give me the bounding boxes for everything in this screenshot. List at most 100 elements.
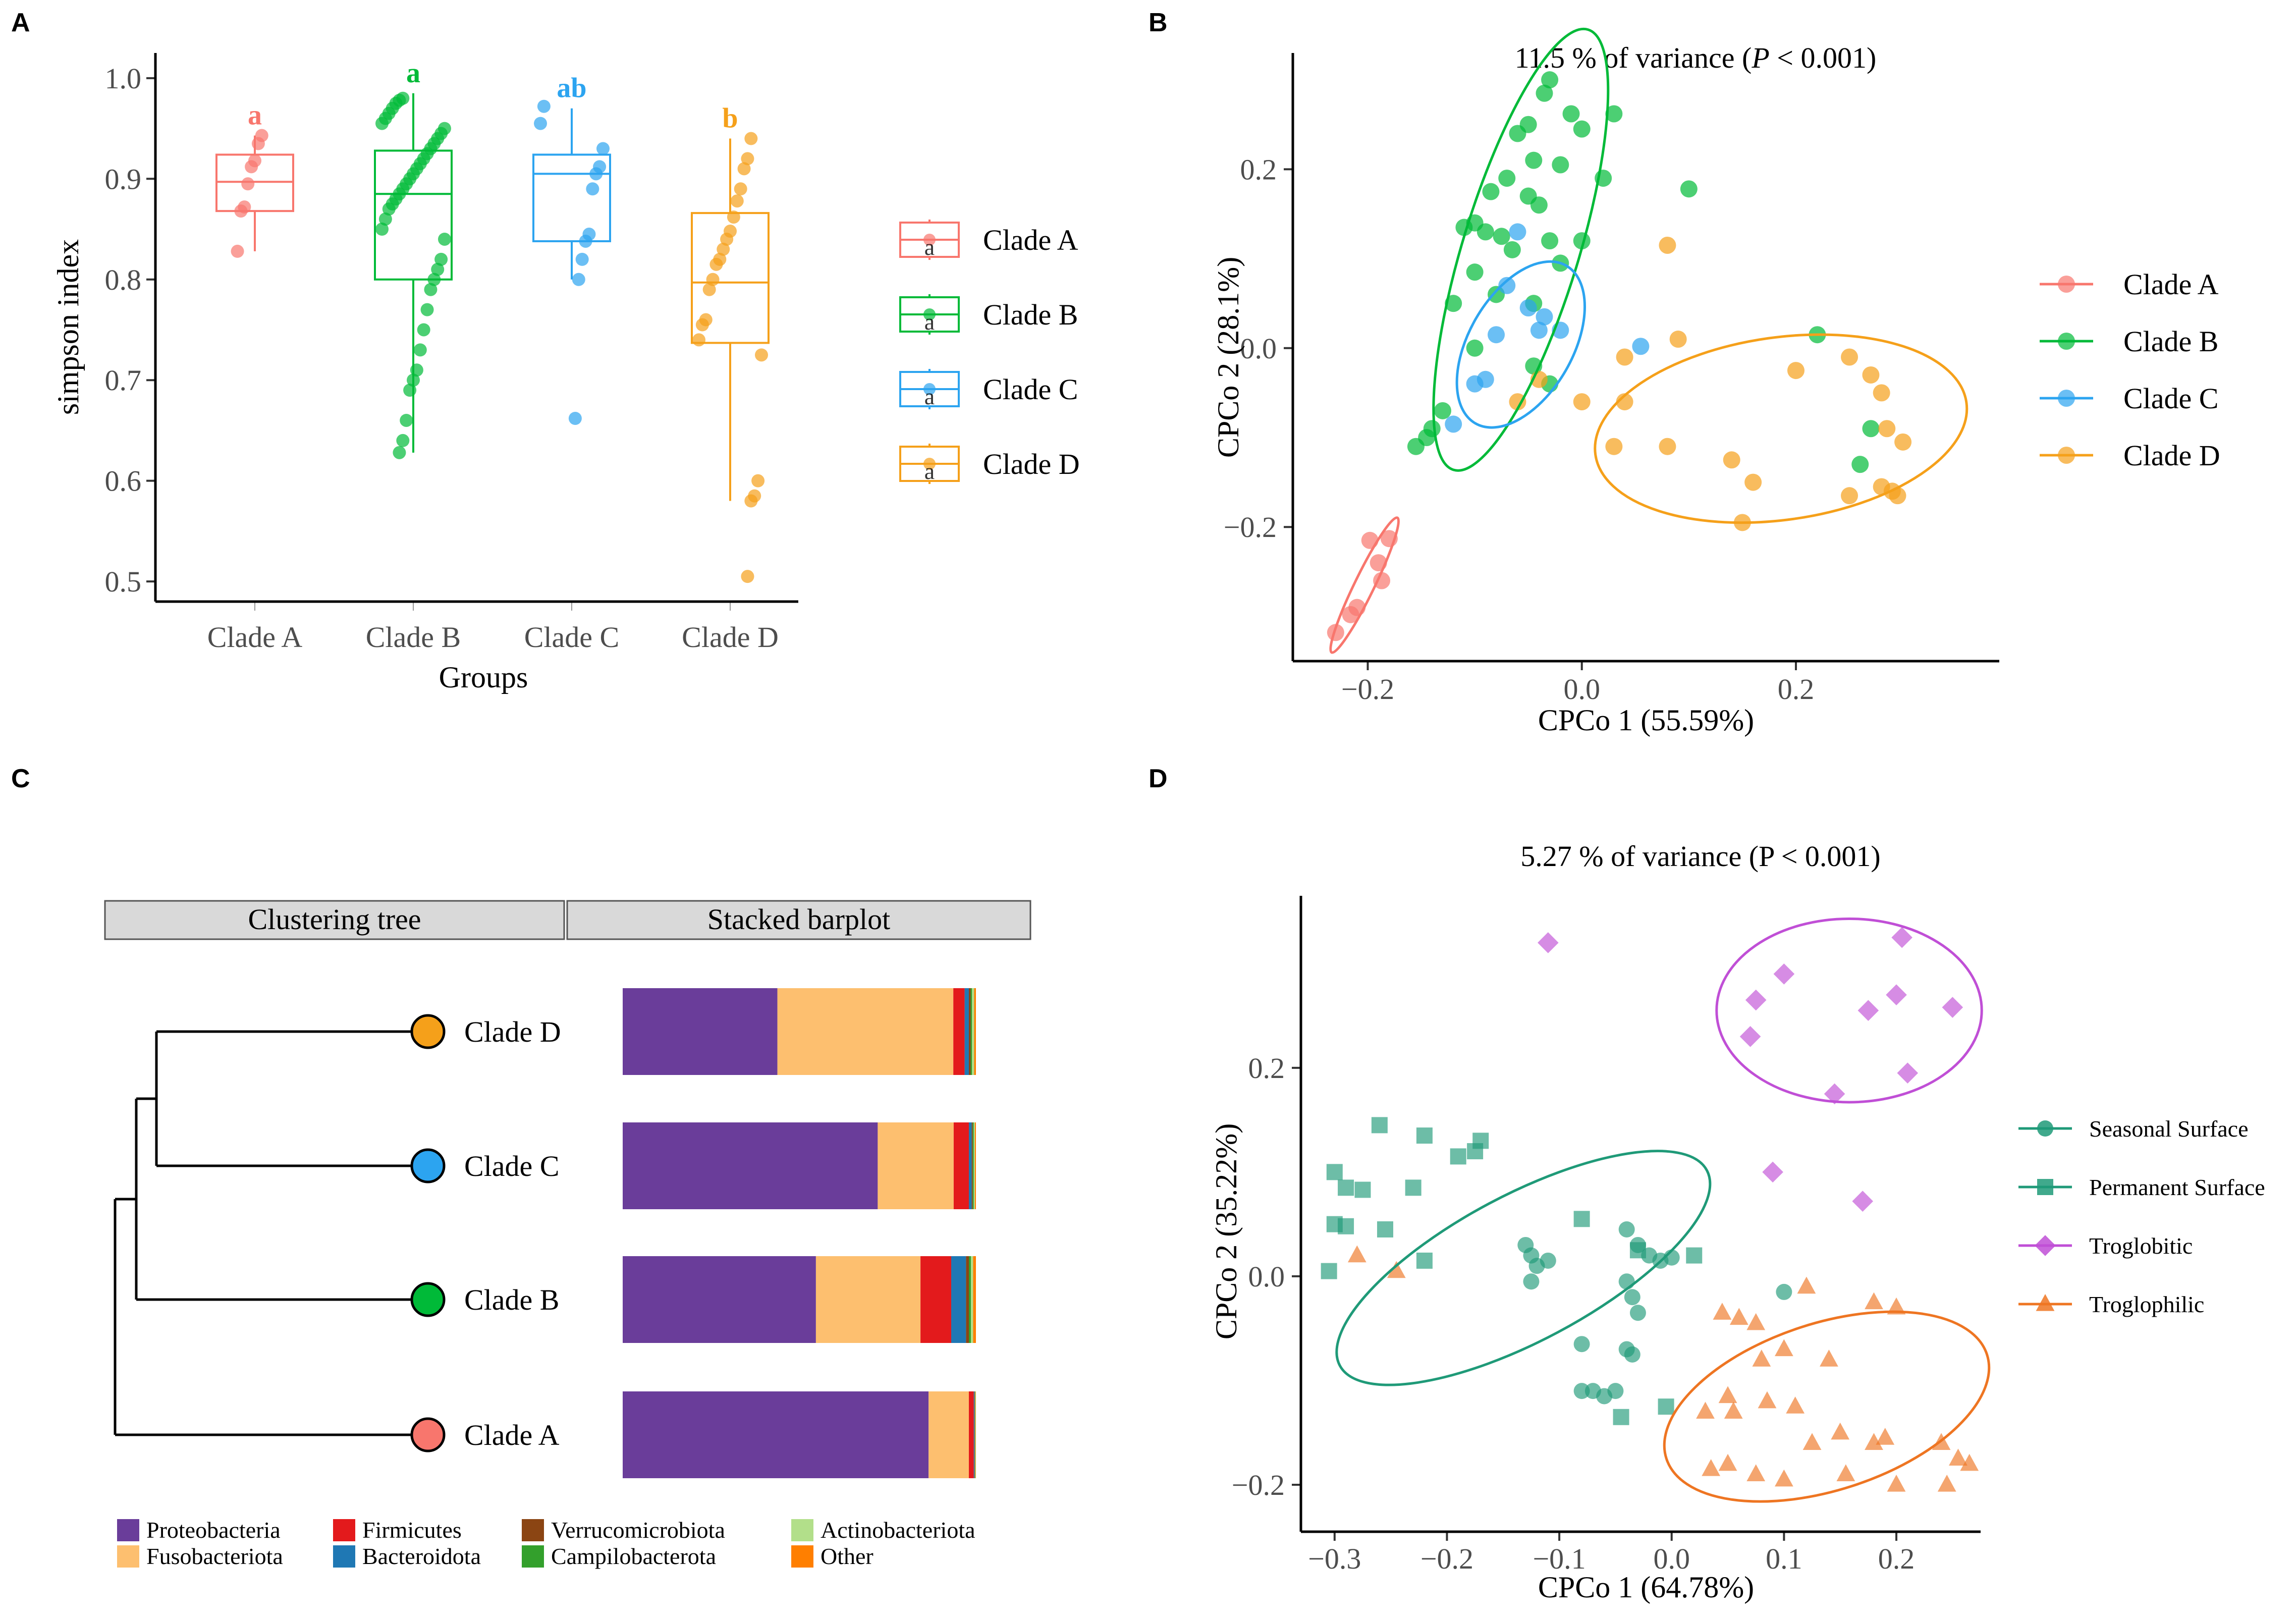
jitter-point (393, 446, 406, 459)
jitter-point (755, 348, 768, 362)
scatter-point (1562, 105, 1580, 123)
scatter-point (1498, 170, 1516, 187)
legend-label: Proteobacteria (146, 1517, 281, 1543)
scatter-point (1347, 1245, 1366, 1263)
stacked-bar-segment (953, 1122, 969, 1209)
strip-stacked-barplot-label: Stacked barplot (707, 903, 890, 936)
jitter-point (744, 132, 758, 145)
stacked-bar-segment (951, 1256, 966, 1343)
legend-label: Clade D (983, 448, 1080, 480)
scatter-point (1616, 393, 1633, 411)
scatter-point (1713, 1303, 1732, 1320)
tree-leaf-node (410, 1417, 446, 1452)
scatter-point (1540, 1252, 1556, 1269)
stacked-bar-segment (777, 988, 954, 1075)
scatter-point (1862, 366, 1880, 384)
jitter-point (709, 257, 723, 271)
scatter-point (1841, 487, 1858, 505)
scatter-point (1541, 71, 1559, 89)
legend-point (923, 234, 936, 246)
jitter-point (751, 474, 765, 488)
scatter-point (1523, 1273, 1540, 1290)
legend-marker (2037, 1120, 2053, 1137)
legend-label: Verrucomicrobiota (551, 1517, 725, 1543)
scatter-point (1629, 1305, 1646, 1321)
scatter-point (1889, 487, 1906, 505)
jitter-point (727, 210, 740, 224)
jitter-point (403, 384, 417, 397)
x-tick-label: Clade C (524, 621, 619, 654)
scatter-point (1891, 927, 1912, 948)
scatter-point (1659, 438, 1676, 455)
legend-marker (2036, 1294, 2055, 1311)
tree-leaf-node (410, 1014, 446, 1049)
jitter-point (375, 117, 389, 130)
x-tick-label: 0.2 (1778, 673, 1815, 706)
legend-swatch (522, 1545, 544, 1568)
panel-a-boxplot: a a ab b 0.5 0.6 0.7 0.8 0.9 1.0 Clade A Clade B Cl… (51, 53, 1080, 694)
scatter-point (1680, 180, 1698, 198)
legend-label: Clade D (2123, 439, 2220, 472)
strip-stacked-barplot (566, 900, 1031, 940)
y-axis-title: CPCo 2 (28.1%) (1212, 257, 1245, 458)
confidence-ellipse (1455, 260, 1587, 429)
scatter-point (1416, 1252, 1433, 1269)
legend-label: Clade C (983, 373, 1078, 406)
scatter-point (1605, 105, 1623, 123)
y-tick-label: 0.8 (105, 263, 142, 296)
y-tick-label: 0.0 (1248, 1260, 1285, 1293)
jitter-point (438, 232, 451, 246)
scatter-point (1466, 339, 1484, 357)
scatter-point (1786, 1396, 1805, 1414)
scatter-point (1669, 331, 1687, 348)
panel-label-c: C (11, 764, 30, 793)
scatter-point (1482, 183, 1500, 200)
scatter-point (1573, 393, 1591, 411)
legend-swatch (117, 1519, 139, 1541)
stacked-bar-segment (974, 1122, 976, 1209)
scatter-point (1758, 1391, 1777, 1409)
scatter-point (1774, 1469, 1793, 1487)
legend-label: Troglobitic (2089, 1233, 2193, 1259)
jitter-point (568, 412, 582, 425)
scatter-point (1509, 125, 1526, 142)
scatter-point (1873, 384, 1890, 402)
scatter-point (1387, 1261, 1406, 1278)
significance-letter: b (722, 103, 738, 134)
scatter-point (1326, 1164, 1343, 1180)
scatter-point (1878, 420, 1896, 438)
stacked-bar-segment (969, 1256, 971, 1343)
legend-swatch (333, 1519, 355, 1541)
panel-label-d: D (1149, 764, 1168, 793)
legend-point (2058, 447, 2075, 464)
x-tick-label: 0.0 (1563, 673, 1600, 706)
y-tick-label: 0.7 (105, 364, 142, 397)
jitter-point (575, 252, 589, 266)
jitter-point (231, 244, 244, 258)
stacked-bar-segment (815, 1256, 921, 1343)
scatter-point (1865, 1433, 1883, 1450)
stacked-bar-segment (970, 988, 972, 1075)
scatter-point (1773, 963, 1795, 985)
scatter-point (1327, 624, 1344, 641)
scatter-point (1618, 1273, 1635, 1290)
scatter-point (1618, 1221, 1635, 1237)
jitter-point (427, 273, 441, 286)
confidence-ellipse (1432, 27, 1610, 472)
scatter-point (1852, 1191, 1874, 1212)
tree-leaf-label: Clade D (464, 1015, 561, 1048)
jitter-point (692, 333, 705, 347)
legend-swatch (333, 1545, 355, 1568)
y-tick-label: −0.2 (1224, 511, 1277, 544)
scatter-point (1498, 277, 1516, 294)
scatter-point (1613, 1409, 1629, 1425)
box (532, 153, 611, 242)
scatter-point (1338, 1179, 1354, 1196)
x-tick-label: 0.0 (1653, 1542, 1690, 1575)
panel-label-b: B (1149, 8, 1168, 37)
jitter-point (589, 167, 603, 181)
stacked-bar-segment (623, 1391, 929, 1478)
stacked-bar-segment (973, 1122, 975, 1209)
scatter-point (1536, 308, 1553, 326)
legend-label: Clade A (2123, 268, 2219, 301)
